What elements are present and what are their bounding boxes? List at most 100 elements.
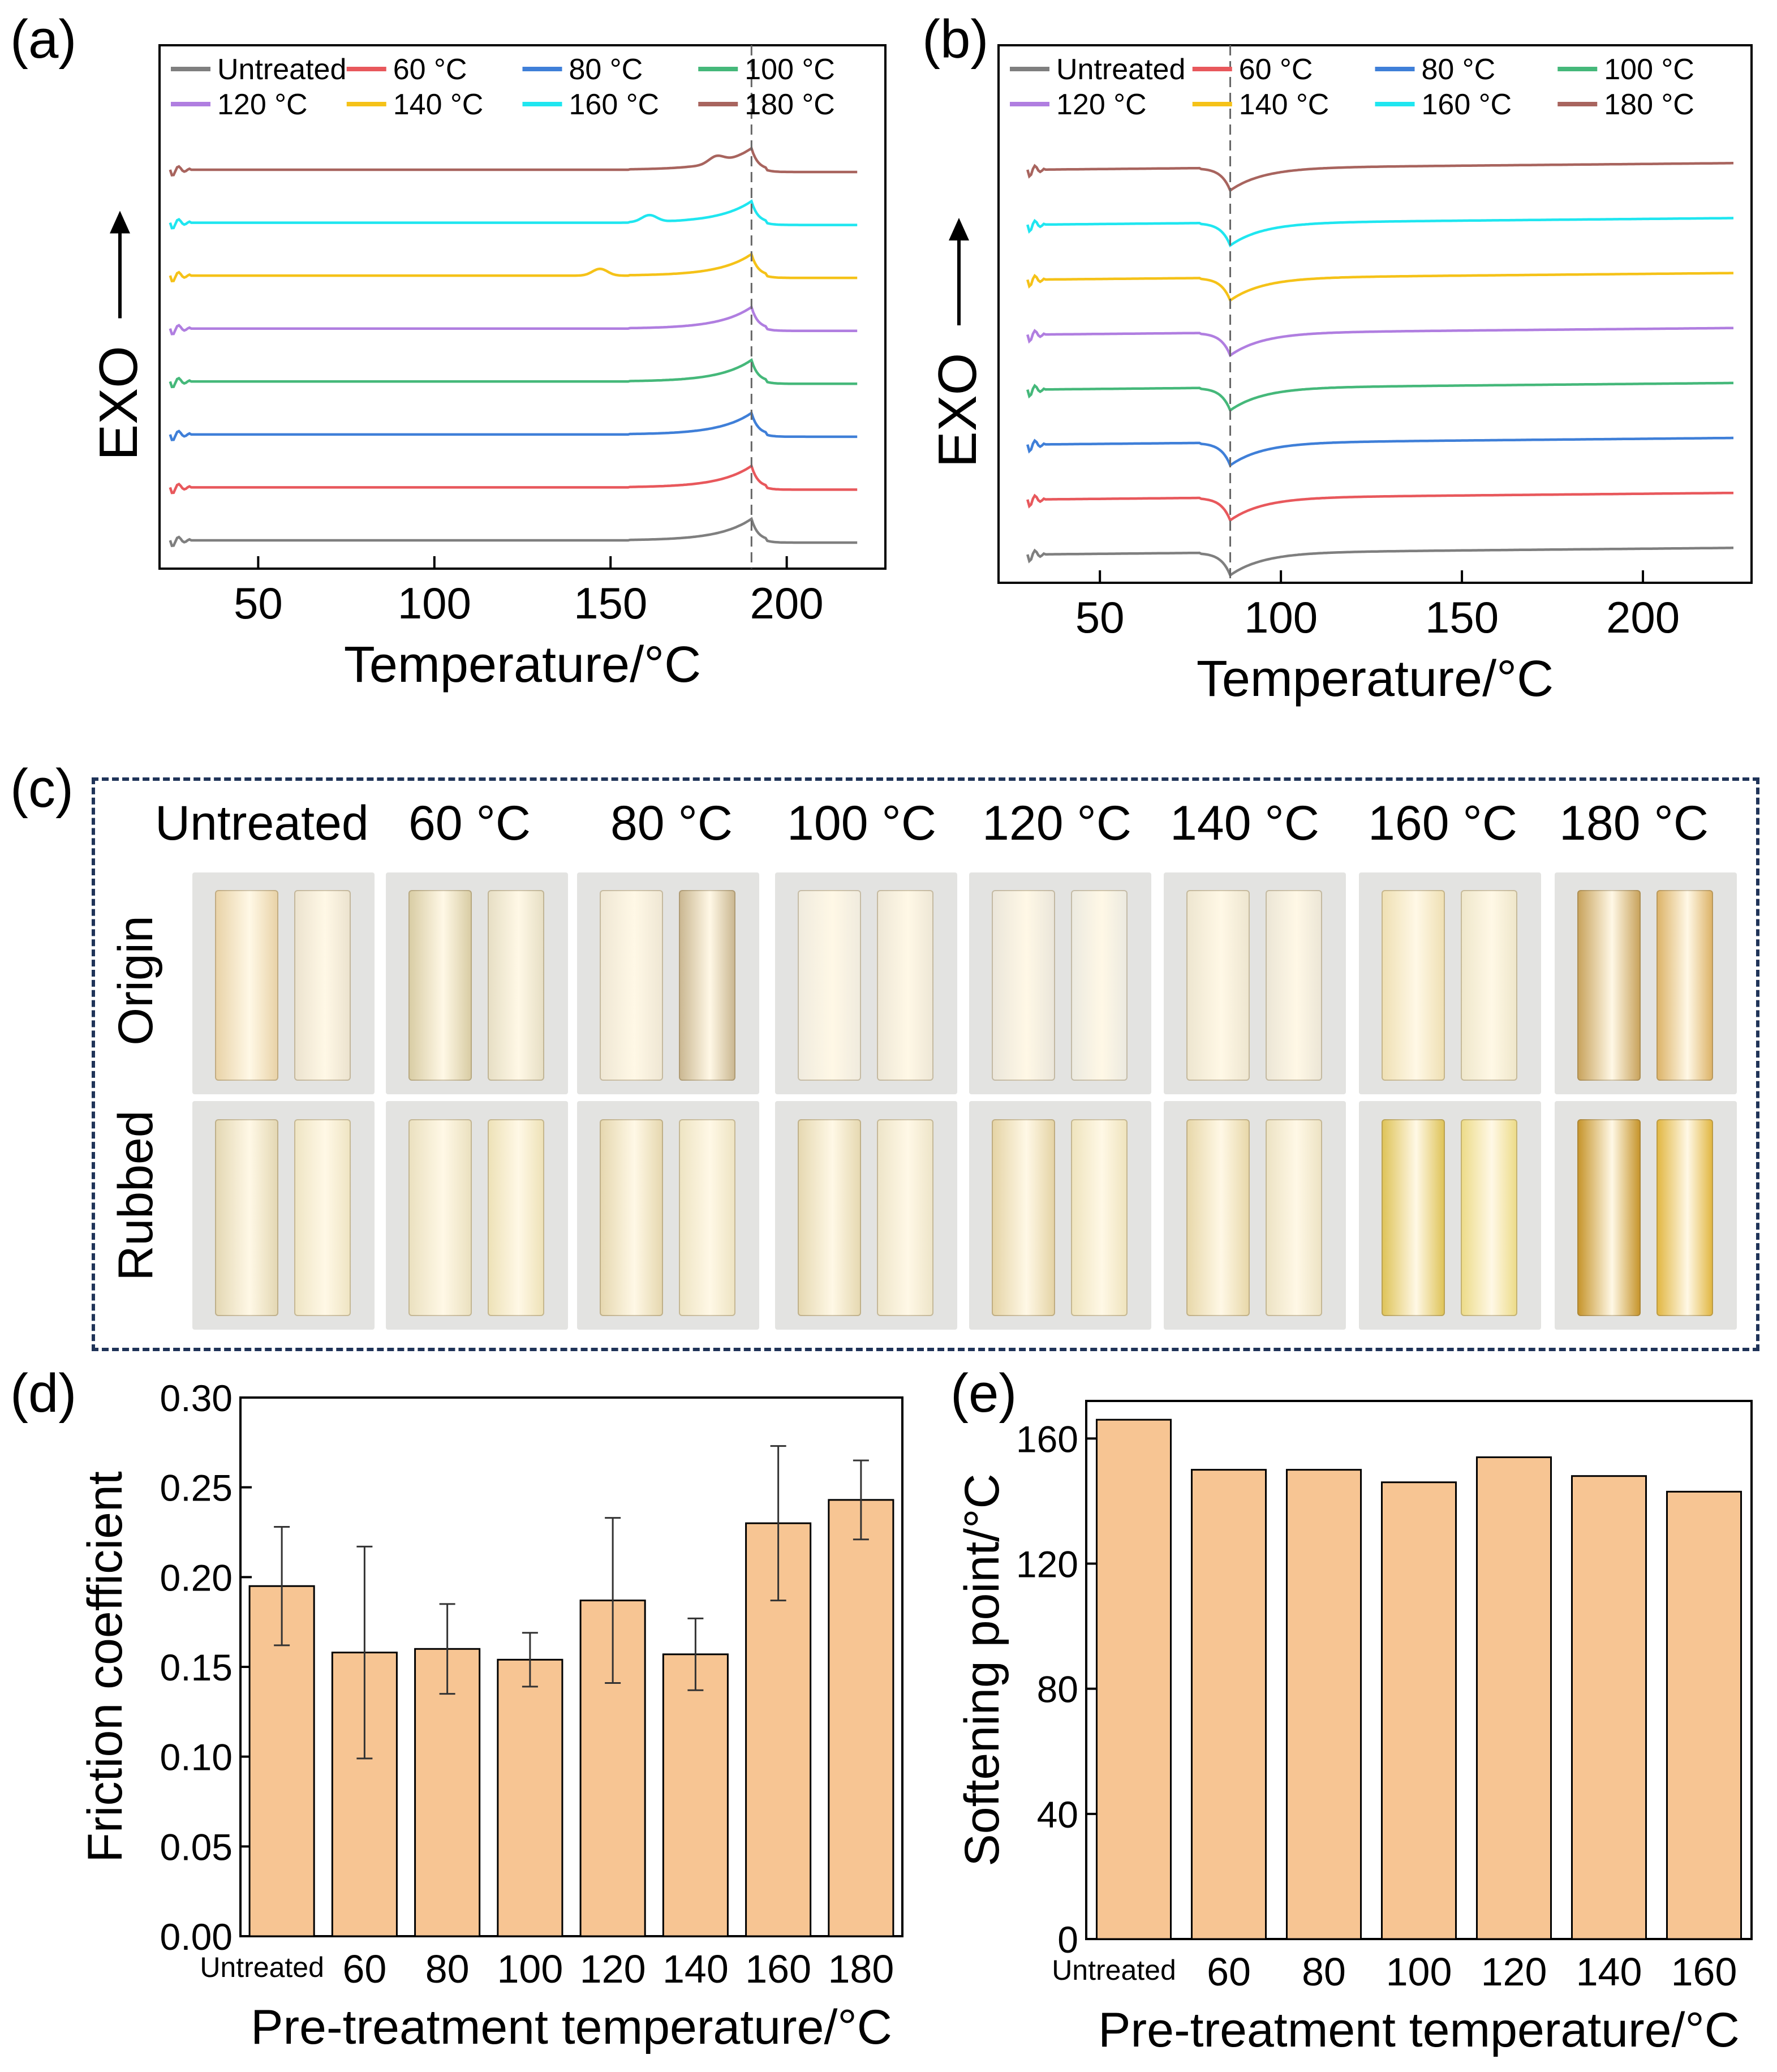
legend-label: 100 °C [1604, 53, 1694, 86]
sample-bar [877, 1119, 933, 1316]
photo-rubbed [775, 1101, 957, 1330]
y-tick-label: 0.25 [160, 1467, 233, 1509]
legend-label: 120 °C [1056, 88, 1147, 121]
sample-bar [1577, 890, 1641, 1081]
series-line [1026, 326, 1734, 358]
bar [1571, 1475, 1647, 1940]
series-line [1026, 162, 1733, 192]
sample-bar [1186, 890, 1250, 1081]
x-tick-label: 160 [745, 1947, 811, 1991]
sample-bar [600, 890, 663, 1081]
series-line [1026, 272, 1733, 303]
series-line [169, 517, 858, 548]
y-tick-label: 0 [1057, 1919, 1078, 1961]
y-tick-label: 160 [1016, 1418, 1078, 1460]
photo-origin [969, 872, 1151, 1094]
photo-rubbed [969, 1101, 1151, 1330]
x-tick-label: 60 [342, 1947, 386, 1991]
x-tick-label: 140 [662, 1947, 729, 1991]
x-tick-label: 80 [1302, 1950, 1346, 1994]
x-tick-label: 80 [425, 1947, 470, 1991]
panel-label-d: (d) [10, 1363, 77, 1424]
series-line [169, 252, 858, 283]
photo-origin [775, 872, 957, 1094]
photo-origin [386, 872, 568, 1094]
sample-bar [877, 890, 933, 1081]
photo-origin [1164, 872, 1346, 1094]
sample-bar [992, 1119, 1055, 1316]
x-axis-label: Pre-treatment temperature/°C [1098, 2003, 1740, 2057]
x-tick-label: 100 [497, 1947, 563, 1991]
sample-bar [798, 890, 861, 1081]
x-tick-label: 100 [398, 578, 471, 628]
x-tick-label: 120 [580, 1947, 646, 1991]
chart-d: 0.00 0.05 0.10 0.15 0.20 0.25 0.30 Untreated 60 8… [78, 1377, 903, 2054]
photo-origin [1359, 872, 1541, 1094]
x-tick-label: 200 [750, 578, 824, 628]
photo-column-header: 160 °C [1368, 796, 1517, 850]
x-tick-label: 150 [574, 578, 647, 628]
sample-bar [992, 890, 1055, 1081]
x-tick-label: Untreated [200, 1951, 324, 1983]
photo-column-header: 80 °C [610, 796, 733, 850]
sample-bar [1656, 890, 1713, 1081]
legend-label: Untreated [217, 53, 346, 86]
y-tick-label: 120 [1016, 1544, 1078, 1585]
photo-column-header: 140 °C [1170, 796, 1319, 850]
panel-label-c: (c) [10, 758, 74, 819]
bar [828, 1499, 894, 1937]
sample-bar [600, 1119, 663, 1316]
sample-bar [215, 890, 278, 1081]
sample-bar [294, 1119, 351, 1316]
legend-label: 160 °C [1422, 88, 1512, 121]
series-line [169, 305, 858, 336]
photo-grid-frame [92, 777, 1759, 1351]
legend-label: 80 °C [569, 53, 643, 86]
bar [1095, 1418, 1172, 1940]
x-tick-label: 180 [828, 1947, 894, 1991]
y-tick-label: 80 [1037, 1669, 1078, 1710]
sample-bar [215, 1119, 278, 1316]
sample-bar [408, 890, 472, 1081]
panel-label-b: (b) [922, 9, 989, 70]
y-tick-label: 0.10 [160, 1736, 233, 1778]
sample-bar [294, 890, 351, 1081]
sample-bar [488, 1119, 544, 1316]
bar [1666, 1490, 1742, 1940]
sample-bar [1656, 1119, 1713, 1316]
legend-label: 160 °C [569, 88, 660, 121]
series-line [169, 199, 858, 230]
y-axis-label: EXO [88, 346, 149, 461]
photo-column-header: Untreated [155, 796, 369, 850]
bar [1380, 1481, 1457, 1940]
x-tick-label: 160 [1671, 1950, 1737, 1994]
x-axis-label: Pre-treatment temperature/°C [251, 2000, 892, 2054]
sample-bar [1186, 1119, 1250, 1316]
y-tick-label: 0.15 [160, 1647, 233, 1688]
legend-label: 180 °C [745, 88, 835, 121]
series-line [1026, 381, 1733, 412]
x-tick-label: 150 [1425, 592, 1499, 642]
sample-bar [798, 1119, 861, 1316]
sample-bar [679, 890, 735, 1081]
photo-origin [577, 872, 759, 1094]
sample-bar [1266, 890, 1322, 1081]
chart-e: 0 40 80 120 160 Untreated 60 80 100 120 140 160 Pre-… [955, 1400, 1753, 2057]
photo-column-header: 180 °C [1559, 796, 1709, 850]
legend-label: 140 °C [1239, 88, 1329, 121]
x-tick-label: 60 [1207, 1950, 1251, 1994]
bar [497, 1658, 563, 1937]
panel-label-e: (e) [950, 1363, 1017, 1424]
x-tick-label: Untreated [1052, 1954, 1176, 1986]
y-axis-label: EXO [927, 353, 988, 468]
bar [1285, 1469, 1362, 1940]
legend-label: 80 °C [1422, 53, 1496, 86]
photo-row-header-rubbed: Rubbed [109, 1110, 163, 1281]
x-tick-label: 200 [1606, 592, 1680, 642]
sample-bar [1461, 1119, 1517, 1316]
photo-column-header: 120 °C [982, 796, 1131, 850]
series-line [1026, 491, 1733, 522]
x-axis-label: Temperature/°C [1197, 651, 1554, 707]
photo-rubbed [1164, 1101, 1346, 1330]
